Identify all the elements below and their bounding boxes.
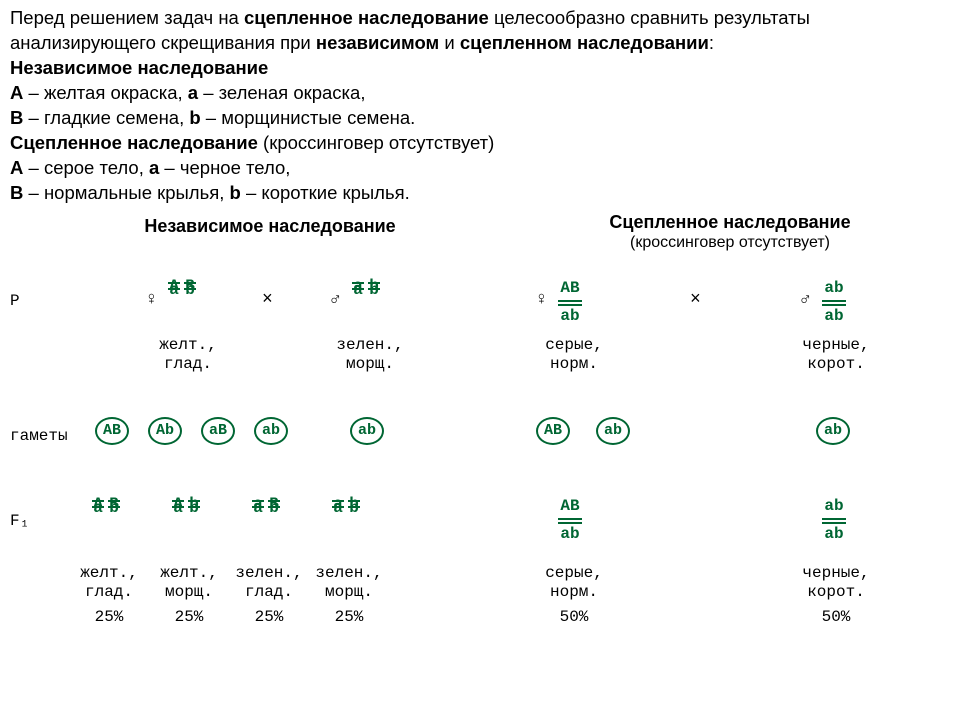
- pct: 25%: [314, 608, 384, 626]
- pct: 25%: [74, 608, 144, 626]
- t: сцепленное наследование: [244, 7, 489, 28]
- allele-A: A: [10, 82, 23, 103]
- gamete: ab: [596, 417, 630, 445]
- g: ab: [604, 422, 622, 439]
- geno-indep-P-male: aa bb: [352, 282, 380, 290]
- geno-link-F1-1: ab ab: [822, 498, 846, 542]
- gamete: ab: [816, 417, 850, 445]
- inheritance-diagram: Независимое наследование Сцепленное насл…: [0, 212, 960, 682]
- pct: 25%: [234, 608, 304, 626]
- female-symbol: ♀: [536, 290, 547, 310]
- pheno: зелен., глад.: [234, 564, 304, 602]
- geno-indep-F1-2: aa Bb: [252, 500, 280, 508]
- allele-A2: A: [10, 157, 23, 178]
- g: ab: [262, 422, 280, 439]
- female-symbol: ♀: [146, 290, 157, 310]
- gamete: AB: [95, 417, 129, 445]
- t: :: [709, 32, 714, 53]
- geno-indep-F1-1: Aa bb: [172, 500, 200, 508]
- g: ab: [824, 422, 842, 439]
- geno-indep-F1-0: Aa Bb: [92, 500, 120, 508]
- pheno: зелен., морщ.: [314, 564, 384, 602]
- t: – короткие крылья.: [241, 182, 410, 203]
- pheno: желт., морщ.: [154, 564, 224, 602]
- label-gametes: гаметы: [10, 427, 68, 445]
- al: AB: [560, 280, 579, 296]
- t: – гладкие семена,: [23, 107, 189, 128]
- al: ab: [824, 498, 843, 514]
- gamete: ab: [350, 417, 384, 445]
- t: – морщинистые семена.: [201, 107, 416, 128]
- heading-independent: Независимое наследование: [10, 57, 268, 78]
- pct: 50%: [534, 608, 614, 626]
- allele-b2: b: [230, 182, 241, 203]
- subtitle-linked: (кроссинговер отсутствует): [560, 234, 900, 252]
- title-independent: Независимое наследование: [120, 216, 420, 237]
- pheno: серые, норм.: [534, 564, 614, 602]
- t: – черное тело,: [159, 157, 290, 178]
- gamete: AB: [536, 417, 570, 445]
- label-F1: F₁: [10, 512, 29, 530]
- g: Ab: [156, 422, 174, 439]
- male-symbol: ♂: [800, 290, 811, 310]
- heading-linked: Сцепленное наследование: [10, 132, 258, 153]
- t: – желтая окраска,: [23, 82, 187, 103]
- g: AB: [544, 422, 562, 439]
- allele-a2: a: [149, 157, 159, 178]
- t: и: [439, 32, 460, 53]
- geno-link-P-male: ab ab: [822, 280, 846, 324]
- allele-B2: B: [10, 182, 23, 203]
- pct: 50%: [796, 608, 876, 626]
- geno-indep-P-female: Aa Bb: [168, 282, 196, 290]
- al: ab: [824, 526, 843, 542]
- allele-a: a: [188, 82, 198, 103]
- allele-b: b: [189, 107, 200, 128]
- gamete: aB: [201, 417, 235, 445]
- t: сцепленном наследовании: [460, 32, 709, 53]
- pheno-indep-P-m: зелен., морщ.: [330, 336, 410, 374]
- pheno-indep-P-f: желт., глад.: [148, 336, 228, 374]
- intro-text: Перед решением задач на сцепленное насле…: [0, 0, 960, 206]
- pheno-link-P-m: черные, корот.: [796, 336, 876, 374]
- geno-indep-F1-3: aa bb: [332, 500, 360, 508]
- al: ab: [824, 280, 843, 296]
- pheno-link-P-f: серые, норм.: [534, 336, 614, 374]
- pct: 25%: [154, 608, 224, 626]
- gamete: ab: [254, 417, 288, 445]
- pheno: черные, корот.: [796, 564, 876, 602]
- label-P: P: [10, 292, 20, 310]
- geno-link-F1-0: AB ab: [558, 498, 582, 542]
- title-linked: Сцепленное наследование: [560, 212, 900, 233]
- cross-symbol: ×: [690, 290, 701, 310]
- g: aB: [209, 422, 227, 439]
- cross-symbol: ×: [262, 290, 273, 310]
- g: AB: [103, 422, 121, 439]
- t: (кроссинговер отсутствует): [258, 132, 494, 153]
- male-symbol: ♂: [330, 290, 341, 310]
- pheno: желт., глад.: [74, 564, 144, 602]
- al: ab: [824, 308, 843, 324]
- t: – серое тело,: [23, 157, 149, 178]
- allele-B: B: [10, 107, 23, 128]
- al: ab: [560, 526, 579, 542]
- al: ab: [560, 308, 579, 324]
- t: Перед решением задач на: [10, 7, 244, 28]
- gamete: Ab: [148, 417, 182, 445]
- g: ab: [358, 422, 376, 439]
- t: – зеленая окраска,: [198, 82, 365, 103]
- al: AB: [560, 498, 579, 514]
- t: независимом: [316, 32, 439, 53]
- t: – нормальные крылья,: [23, 182, 229, 203]
- geno-link-P-female: AB ab: [558, 280, 582, 324]
